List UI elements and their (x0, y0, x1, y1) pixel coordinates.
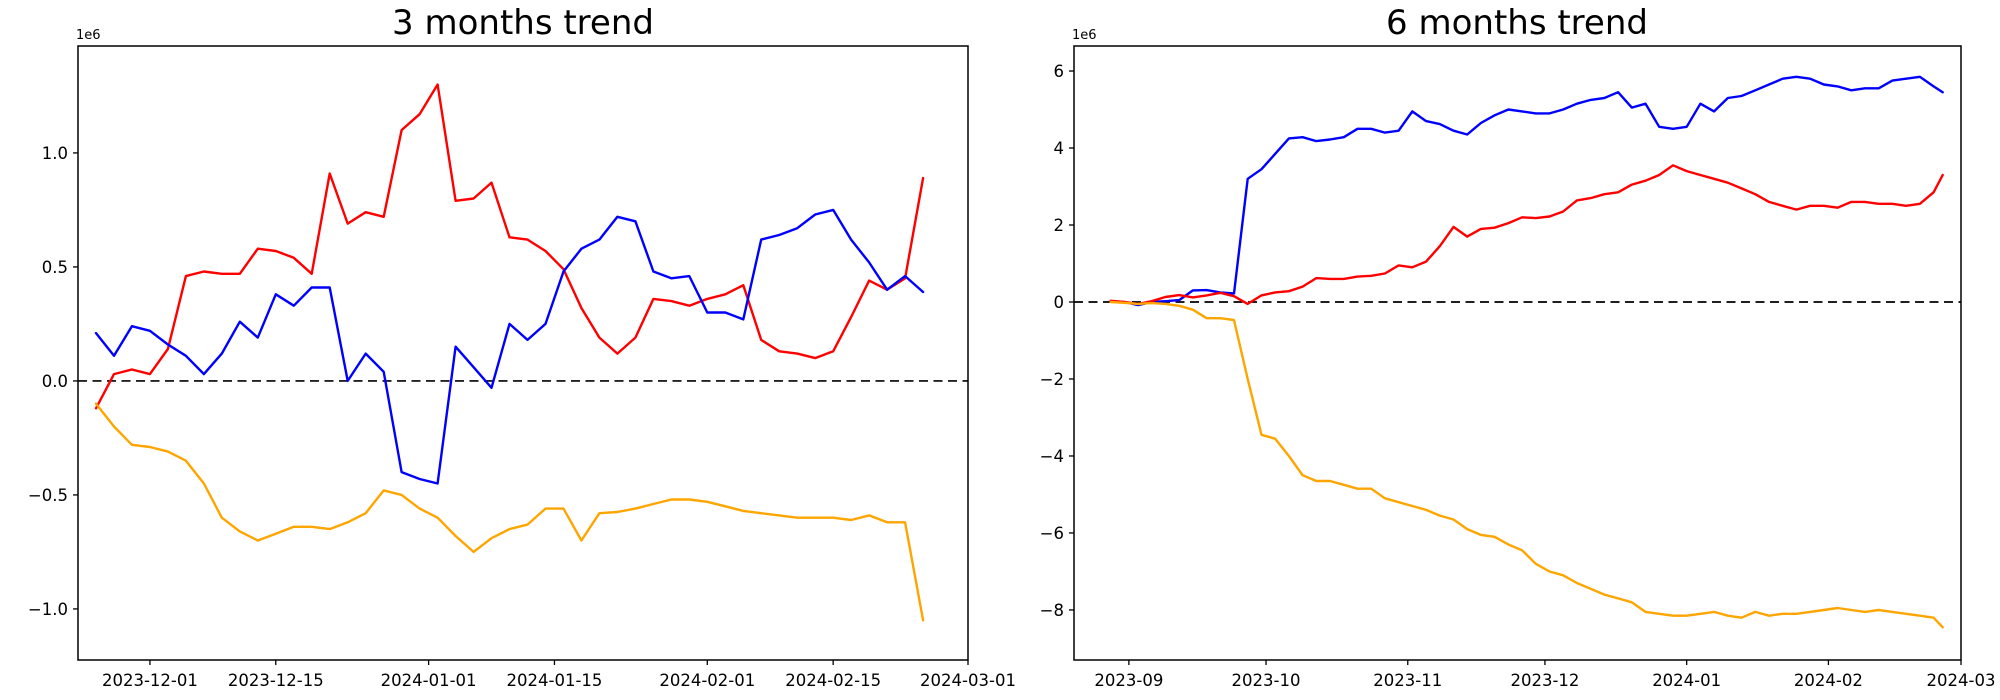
x-tick-label: 2023-12-01 (102, 671, 198, 690)
chart-3-months-trend: 3 months trend 1e6 2023-12-01 2023-12-15 20… (28, 3, 1016, 690)
series-line-red (1109, 164, 1944, 306)
plot-frame (77, 45, 969, 661)
axis-offset-label: 1e6 (1072, 28, 1097, 43)
x-tick-label: 2023-12 (1510, 671, 1579, 690)
chart-title-left: 3 months trend (392, 3, 654, 43)
x-tick-label: 2024-02-01 (659, 671, 755, 690)
y-tick-label: 0 (1054, 293, 1065, 312)
series-line-red (94, 83, 925, 410)
x-tick-label: 2023-10 (1232, 671, 1301, 690)
x-tick-label: 2024-03 (1927, 671, 1996, 690)
series-line-blue (94, 208, 925, 485)
y-tick-label: 4 (1054, 139, 1065, 158)
x-tick-label: 2024-02-15 (785, 671, 881, 690)
x-tick-label: 2024-03-01 (920, 671, 1016, 690)
x-tick-label: 2024-01-15 (507, 671, 603, 690)
x-tick-label: 2023-11 (1373, 671, 1442, 690)
y-tick-label: −2 (1040, 370, 1064, 389)
series-line-orange (94, 402, 925, 622)
plot-area-left: 1e6 2023-12-01 2023-12-15 2024-01-01 2024-01… (28, 28, 1016, 690)
y-tick-label: 1.0 (42, 144, 68, 163)
y-tick-label: −4 (1040, 447, 1064, 466)
series-line-blue (1109, 75, 1944, 307)
y-tick-label: 0.5 (42, 258, 68, 277)
x-tick-label: 2024-01-01 (381, 671, 477, 690)
series-line-orange (1109, 300, 1944, 629)
chart-title-right: 6 months trend (1386, 3, 1648, 43)
y-tick-label: −8 (1040, 601, 1064, 620)
x-tick-label: 2023-09 (1094, 671, 1163, 690)
y-tick-label: 2 (1054, 216, 1065, 235)
x-tick-label: 2023-12-15 (228, 671, 324, 690)
y-tick-label: −6 (1040, 524, 1064, 543)
chart-6-months-trend: 6 months trend 1e6 2023-09 2023-10 2023-11 2… (1040, 3, 1996, 690)
plot-frame (1073, 45, 1962, 661)
y-tick-label: −1.0 (28, 600, 68, 619)
y-tick-label: 0.0 (42, 372, 68, 391)
y-tick-label: 6 (1054, 62, 1065, 81)
axis-offset-label: 1e6 (76, 28, 101, 43)
y-tick-label: −0.5 (28, 486, 68, 505)
x-tick-label: 2024-02 (1794, 671, 1863, 690)
x-tick-label: 2024-01 (1652, 671, 1721, 690)
